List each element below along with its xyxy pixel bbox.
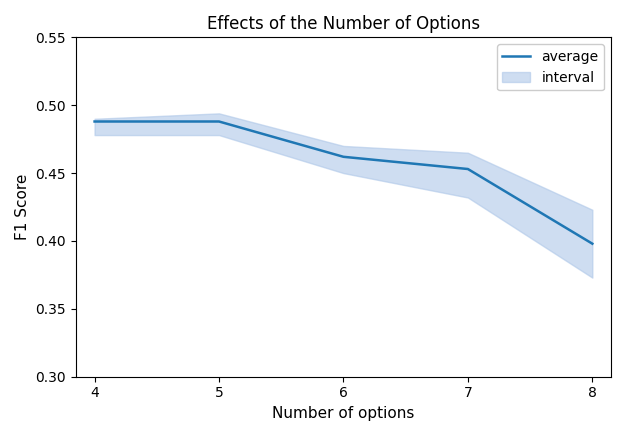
Title: Effects of the Number of Options: Effects of the Number of Options xyxy=(207,15,480,33)
average xyxy=(340,154,347,160)
Legend: average, interval: average, interval xyxy=(497,44,604,90)
X-axis label: Number of options: Number of options xyxy=(272,406,414,421)
Y-axis label: F1 Score: F1 Score xyxy=(15,174,30,240)
average xyxy=(91,119,98,124)
average xyxy=(215,119,223,124)
average xyxy=(588,241,596,246)
average xyxy=(464,167,471,172)
Line: average: average xyxy=(95,122,592,244)
